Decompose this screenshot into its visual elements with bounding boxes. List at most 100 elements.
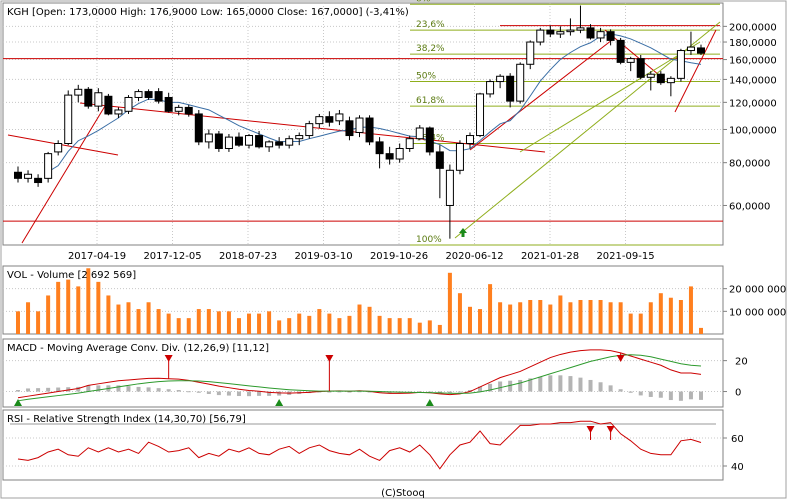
macd-histogram-bar (186, 391, 191, 393)
macd-histogram-bar (598, 382, 603, 392)
volume-bar (488, 284, 493, 334)
macd-histogram-bar (548, 375, 553, 392)
macd-histogram-bar (66, 387, 71, 392)
fib-level-label: 100% (416, 235, 442, 245)
candle-body (476, 93, 485, 137)
candle-body (214, 133, 223, 149)
trend-line (519, 41, 701, 153)
candle-body (114, 109, 123, 115)
volume-bar (327, 313, 332, 334)
macd-histogram-bar (196, 391, 201, 393)
volume-bar (56, 281, 61, 334)
fib-level-label: 50% (416, 72, 436, 82)
macd-signal-line (17, 354, 702, 402)
copyright-label: (C)Stooq (381, 488, 425, 499)
macd-histogram-bar (618, 389, 623, 392)
candle-body (104, 95, 113, 115)
macd-histogram-bar (357, 391, 362, 393)
candle-body (365, 117, 374, 143)
candle-body (305, 123, 314, 137)
volume-bar (317, 309, 322, 334)
price-x-tick-label: 2018-07-23 (219, 251, 277, 262)
macd-histogram-bar (16, 390, 20, 392)
volume-bar (688, 286, 693, 334)
volume-bar (86, 268, 91, 334)
candle-body (506, 75, 515, 102)
volume-bar (528, 300, 533, 334)
volume-y-tick-label: 10 000 000 (729, 307, 786, 318)
macd-histogram-bar (277, 391, 282, 396)
sell-signal-icon (164, 355, 173, 362)
candle-body (636, 58, 645, 78)
candle-body (616, 39, 625, 63)
candle-body (285, 138, 294, 146)
macd-histogram-bar (166, 389, 171, 392)
volume-bar (247, 313, 252, 334)
macd-histogram-bar (247, 391, 252, 397)
volume-bar (578, 300, 583, 334)
price-x-tick-label: 2017-04-19 (68, 251, 126, 262)
macd-histogram-bar (86, 385, 91, 392)
volume-bar (407, 318, 412, 334)
price-y-tick-label: 180,0000 (729, 38, 777, 49)
candle-body (184, 106, 193, 115)
volume-bar (267, 311, 272, 334)
macd-histogram-bar (678, 391, 683, 401)
candle-body (496, 75, 505, 83)
macd-histogram-bar (367, 391, 372, 393)
price-x-tick-label: 2021-01-28 (521, 251, 579, 262)
volume-bar (116, 304, 121, 334)
candle-body (586, 27, 595, 39)
trend-line (469, 39, 613, 151)
volume-bar (307, 315, 312, 334)
price-x-tick-label: 2019-03-10 (294, 251, 352, 262)
macd-histogram-bar (648, 391, 653, 397)
macd-histogram-bar (427, 391, 432, 393)
price-y-tick-label: 120,0000 (729, 98, 777, 109)
macd-histogram-bar (668, 391, 673, 401)
volume-bar (146, 302, 151, 334)
rsi-panel (2, 409, 724, 481)
volume-y-tick-label: 20 000 000 (729, 285, 786, 296)
candle-body (405, 138, 414, 149)
candle-body (425, 127, 434, 153)
chart-border (0, 0, 787, 499)
macd-histogram-bar (467, 390, 472, 392)
macd-y-tick-label: 20 (735, 357, 748, 368)
candle-body (245, 135, 254, 146)
volume-bar (588, 300, 593, 334)
buy-arrow-icon (459, 228, 467, 237)
volume-bar (297, 313, 302, 334)
rsi-sell-icon (606, 426, 615, 433)
macd-histogram-bar (437, 391, 442, 393)
price-y-tick-label: 80,0000 (729, 159, 770, 170)
candle-body (34, 177, 43, 184)
price-header-title: KGH [Open: 173,0000 High: 176,9000 Low: … (7, 7, 409, 18)
volume-bar (568, 302, 573, 334)
candle-body (255, 135, 264, 148)
volume-bar (216, 311, 221, 334)
macd-histogram-bar (578, 377, 583, 392)
candle-body (315, 116, 324, 125)
candle-body (345, 120, 354, 137)
volume-bar (558, 295, 563, 334)
fib-level-label: 38,2% (416, 44, 445, 54)
macd-histogram-bar (568, 376, 573, 392)
candle-body (646, 73, 655, 78)
macd-histogram-bar (498, 381, 503, 392)
candle-body (656, 73, 665, 84)
volume-bar (287, 318, 292, 334)
volume-bar (76, 286, 81, 334)
fib-level-label: 23,6% (416, 20, 445, 30)
fib-level-label: 0% (416, 0, 431, 4)
volume-bar (618, 302, 623, 334)
candle-body (325, 116, 334, 123)
volume-bar (16, 311, 20, 334)
trend-line (7, 134, 119, 156)
candle-body (576, 27, 585, 31)
macd-histogram-bar (36, 388, 41, 392)
volume-bar (277, 320, 282, 334)
volume-bar (598, 300, 603, 334)
volume-bar (538, 300, 543, 334)
